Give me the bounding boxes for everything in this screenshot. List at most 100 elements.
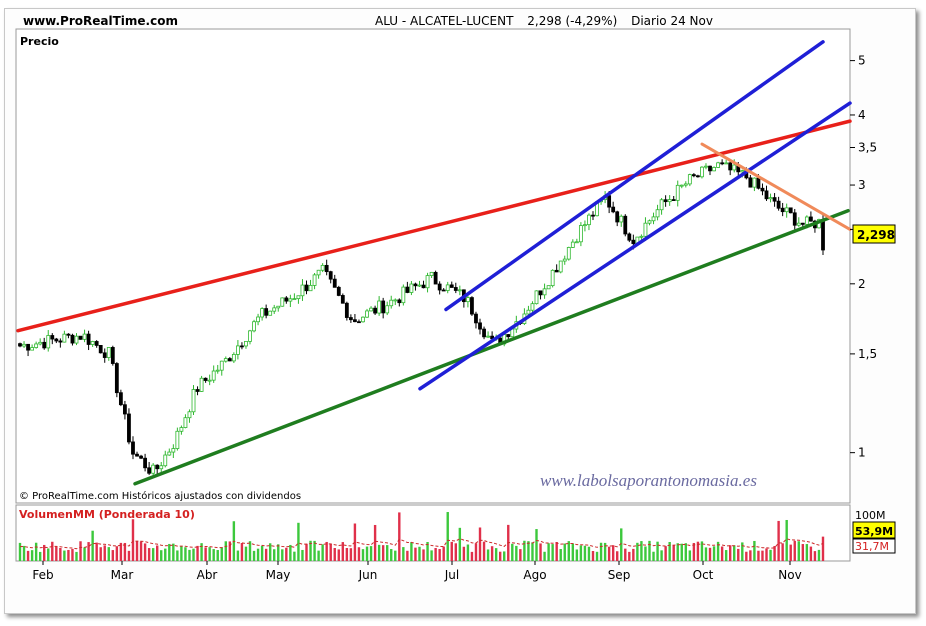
volume-bar <box>434 548 437 561</box>
volume-bar <box>801 544 805 561</box>
trendline-resistance <box>16 119 852 333</box>
volume-bar <box>603 542 607 561</box>
volume-bar <box>172 543 175 561</box>
volume-bar <box>297 522 300 561</box>
volume-bar <box>268 543 272 561</box>
volume-bar <box>418 546 421 561</box>
candle-body <box>413 283 418 287</box>
trendline-downtrend <box>700 142 852 231</box>
watermark[interactable]: www.labolsaporantonomasia.es <box>540 471 757 490</box>
candle-body <box>288 298 293 302</box>
candle-body <box>554 269 559 273</box>
price-change: 2,298 (-4,29%) <box>527 14 618 28</box>
volume-bar <box>248 541 252 561</box>
candle-body <box>155 464 160 470</box>
candle-body <box>470 297 474 315</box>
candle-body <box>591 214 595 217</box>
candle-body <box>357 321 361 324</box>
volume-bar <box>741 542 744 561</box>
candle-body <box>587 214 591 226</box>
volume-bar <box>515 545 518 561</box>
volume-bar <box>587 546 591 561</box>
volume-bar <box>34 542 38 561</box>
volume-bar <box>777 520 780 561</box>
volume-bar <box>551 544 554 561</box>
volume-bar <box>357 547 361 561</box>
volume-bar <box>333 548 336 561</box>
volume-bar <box>119 542 123 561</box>
volume-bar <box>595 551 599 561</box>
candle-body <box>562 258 567 262</box>
candle-body <box>151 464 156 474</box>
time-tick-label: Mar <box>111 568 134 582</box>
volume-bar <box>640 541 643 561</box>
volume-bar <box>498 551 502 561</box>
volume-bar <box>716 541 720 561</box>
volume-bar <box>386 545 389 561</box>
copyright-note: © ProRealTime.com Históricos ajustados c… <box>19 490 301 502</box>
candle-body <box>764 190 769 200</box>
volume-bar <box>813 551 817 561</box>
volume-bar <box>611 545 615 561</box>
candle-body <box>792 212 797 226</box>
volume-bar <box>632 548 635 561</box>
candle-body <box>704 165 708 168</box>
chart-header: www.ProRealTime.com ALU - ALCATEL-LUCENT… <box>5 9 915 29</box>
candle-body <box>583 224 587 227</box>
volume-bar <box>289 544 292 561</box>
candle-body <box>211 370 216 381</box>
volume-bar <box>71 548 74 561</box>
volume-bar <box>313 540 316 561</box>
candle-body <box>542 288 547 296</box>
candle-body <box>58 340 63 343</box>
volume-bar <box>22 545 26 561</box>
candle-body <box>328 271 333 280</box>
volume-bar <box>252 550 256 561</box>
candle-body <box>607 195 612 208</box>
candle-body <box>135 453 139 457</box>
volume-bar <box>547 543 550 561</box>
candle-body <box>94 341 99 346</box>
candle-body <box>18 343 22 347</box>
candle-body <box>34 343 39 348</box>
volume-label: Volumen <box>19 508 73 521</box>
site-name[interactable]: www.ProRealTime.com <box>23 14 178 28</box>
volume-bar <box>668 542 671 561</box>
volume-bar <box>103 545 106 561</box>
volume-bar <box>273 549 276 561</box>
candle-body <box>98 345 103 354</box>
volume-bar <box>365 546 369 561</box>
volume-bar <box>63 550 66 561</box>
candle-body <box>110 347 115 364</box>
candle-body <box>377 300 382 314</box>
volume-bar <box>503 551 506 561</box>
candle-body <box>268 310 273 316</box>
volume-bar <box>236 550 240 561</box>
candle-body <box>131 441 135 455</box>
candle-body <box>679 184 684 187</box>
candle-body <box>780 207 785 213</box>
candle-body <box>804 216 809 225</box>
candle-body <box>385 305 390 314</box>
price-tick-label: 3,5 <box>858 140 877 154</box>
volume-bar <box>281 549 284 561</box>
volume-bar <box>377 544 381 561</box>
volume-bar <box>147 548 151 561</box>
candle-body <box>296 295 301 300</box>
time-tick-label: May <box>266 568 291 582</box>
candle-body <box>183 417 188 428</box>
volume-bar <box>688 550 692 561</box>
volume-bar <box>341 542 345 561</box>
candle-body <box>171 448 176 453</box>
candle-body <box>143 457 147 469</box>
candle-body <box>724 162 729 165</box>
volume-bar <box>127 550 131 561</box>
volume-bar <box>406 550 409 561</box>
volume-bar <box>285 547 288 561</box>
time-tick-label: Jul <box>444 568 459 582</box>
volume-bar <box>212 549 215 561</box>
volume-bar <box>224 541 227 561</box>
volume-bar <box>644 546 647 561</box>
price-volume-chart[interactable]: Precio © ProRealTime.com Históricos ajus… <box>5 9 915 613</box>
volume-bar <box>151 548 155 561</box>
